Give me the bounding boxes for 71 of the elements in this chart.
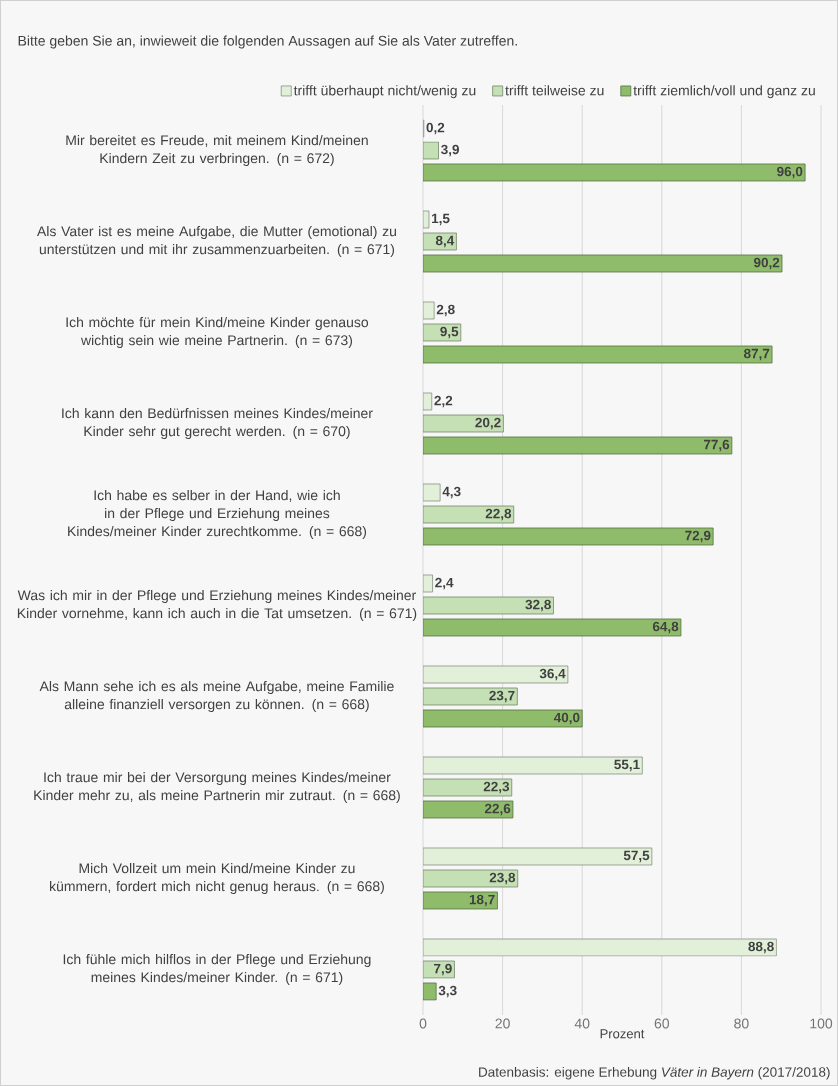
x-tick-label: 100 <box>810 1018 833 1029</box>
data-label: 57,5 <box>623 850 650 863</box>
data-label: 90,2 <box>753 257 780 270</box>
data-label: 9,5 <box>440 326 459 339</box>
data-label: 96,0 <box>777 166 803 179</box>
bar <box>423 665 569 684</box>
bar <box>423 301 435 320</box>
x-axis-title: Prozent <box>600 1029 645 1039</box>
bar <box>423 847 653 866</box>
data-label: 64,8 <box>652 621 679 634</box>
data-label: 32,8 <box>525 599 551 612</box>
bar <box>423 232 457 251</box>
data-label: 23,8 <box>489 872 516 885</box>
y-tick-label: Was ich mir in der Pflege und Erziehung meines Kindes/meiner Kinder vornehme, kann ich auch in die Tat umsetzen. (n = 671) <box>17 589 417 622</box>
y-tick-label: Als Vater ist es meine Aufgabe, die Mutter (emotional) zu unterstützen und mit ihr zusammenzuarbeiten. (n = 671) <box>36 225 396 258</box>
bar <box>423 505 515 524</box>
y-tick-label: Ich fühle mich hilflos in der Pflege und Erziehung meines Kindes/meiner Kinder. (n = 671) <box>63 953 371 986</box>
data-label: 40,0 <box>553 712 580 725</box>
y-tick-label: Mir bereitet es Freude, mit meinem Kind/meinen Kindern Zeit zu verbringen. (n = 672) <box>66 134 368 167</box>
x-tick-label: 60 <box>654 1018 670 1029</box>
bar <box>423 483 441 502</box>
bar <box>423 938 777 957</box>
y-tick-label: Als Mann sehe ich es als meine Aufgabe, meine Familie alleine finanziell versorgen zu können. (n = 668) <box>39 680 394 713</box>
bar <box>423 869 519 888</box>
data-label: 22,8 <box>485 508 512 521</box>
data-label: 77,6 <box>703 439 730 452</box>
data-label: 72,9 <box>685 530 711 543</box>
data-label: 1,5 <box>432 213 450 226</box>
x-tick-label: 20 <box>495 1018 510 1029</box>
data-label: 22,3 <box>483 781 510 794</box>
data-label: 2,4 <box>435 577 454 590</box>
data-label: 2,8 <box>436 304 455 317</box>
data-label: 22,6 <box>484 803 511 816</box>
bar <box>423 960 455 979</box>
data-label: 3,3 <box>438 985 457 998</box>
data-label: 2,2 <box>434 395 453 408</box>
bar <box>423 574 433 593</box>
y-tick-label: Mich Vollzeit um mein Kind/meine Kinder zu kümmern, fordert mich nicht genug heraus. (n = 668) <box>50 862 384 895</box>
x-tick-label: 40 <box>574 1018 590 1029</box>
bar <box>423 210 430 229</box>
data-label: 55,1 <box>614 759 640 772</box>
data-label: 18,7 <box>469 894 495 907</box>
data-label: 3,9 <box>441 144 459 157</box>
bar <box>423 596 554 615</box>
x-tick-label: 80 <box>734 1018 749 1029</box>
legend-label: trifft ziemlich/voll und ganz zu <box>633 85 815 99</box>
x-tick-label: 0 <box>419 1018 427 1029</box>
legend-label: trifft überhaupt nicht/wenig zu <box>293 85 476 99</box>
data-label: 23,7 <box>489 690 515 703</box>
data-label: 4,3 <box>442 486 461 499</box>
text: Bitte geben Sie an, inwieweit die folgenden Aussagen auf Sie als Vater zutreffen. <box>18 35 517 49</box>
y-tick-label: Ich möchte für mein Kind/meine Kinder genauso wichtig sein wie meine Partnerin. (n = 673) <box>66 316 369 349</box>
data-label: 20,2 <box>475 417 501 430</box>
data-label: 87,7 <box>744 348 770 361</box>
legend-label: trifft teilweise zu <box>505 85 604 96</box>
bar <box>423 414 504 433</box>
data-label: 36,4 <box>539 668 566 681</box>
y-tick-label: Ich habe es selber in der Hand, wie ich in der Pflege und Erziehung meines Kindes/meiner Kinder zurechtkomme. (n = 668) <box>68 489 367 540</box>
bar <box>423 778 513 797</box>
text: Datenbasis: eigene Erhebung Väter in Bayern (2017/2018) <box>479 1066 830 1080</box>
y-tick-label: Ich traue mir bei der Versorgung meines Kindes/meiner Kinder mehr zu, als meine Partnerin mir zutraut. (n = 668) <box>34 771 400 804</box>
bar <box>423 687 518 706</box>
bar <box>423 756 643 775</box>
bar <box>423 141 439 160</box>
data-label: 88,8 <box>748 941 774 954</box>
data-label: 0,2 <box>426 122 445 135</box>
data-label: 8,4 <box>435 235 455 248</box>
y-tick-label: Ich kann den Bedürfnissen meines Kindes/meiner Kinder sehr gut gerecht werden. (n = 670) <box>62 407 373 440</box>
bar <box>423 323 462 342</box>
bar <box>423 392 433 411</box>
data-label: 7,9 <box>434 963 452 976</box>
